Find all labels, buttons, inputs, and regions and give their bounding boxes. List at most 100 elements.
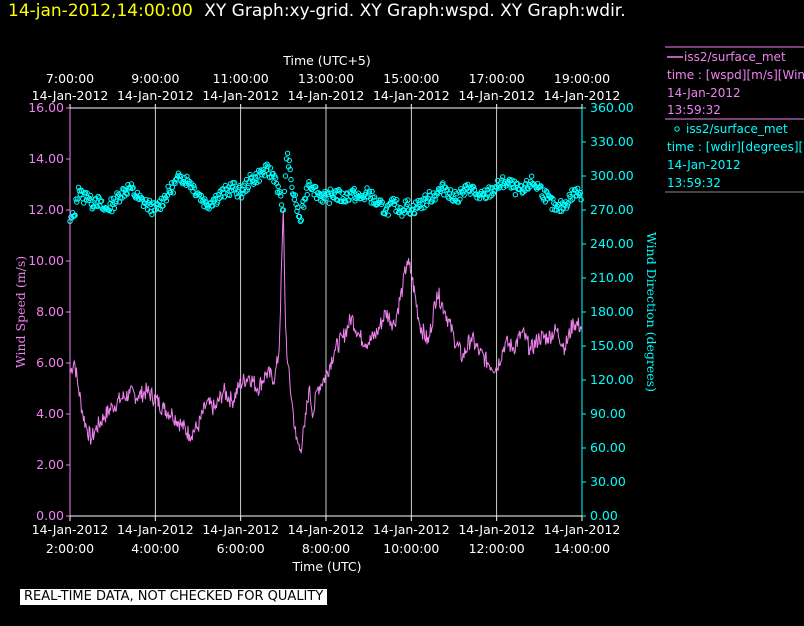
wind-direction-point (394, 197, 400, 203)
y-left-tick-label: 8.00 (36, 304, 64, 319)
wind-direction-point (168, 189, 174, 196)
wind-direction-point (542, 199, 548, 205)
wind-direction-point (91, 203, 97, 210)
wind-direction-point (291, 196, 298, 203)
y-right-tick-label: 360.00 (590, 100, 634, 115)
wind-direction-point (512, 192, 519, 198)
x-bottom-tick-date: 14-Jan-2012 (373, 522, 450, 537)
wind-direction-point (256, 178, 263, 184)
wind-direction-point (283, 156, 290, 162)
y-left-tick-label: 6.00 (36, 355, 64, 370)
x-top-tick-date: 14-Jan-2012 (544, 88, 621, 103)
y-right-tick-label: 0.00 (590, 508, 618, 523)
wind-direction-point (424, 202, 430, 208)
x-top-tick-time: 9:00:00 (131, 71, 179, 86)
wind-direction-point (313, 184, 319, 190)
wind-direction-point (110, 195, 117, 201)
wind-direction-point (441, 192, 447, 198)
wind-direction-point (106, 207, 113, 214)
wind-direction-point (288, 176, 294, 183)
wind-direction-point (335, 197, 341, 204)
wind-direction-point (163, 198, 170, 204)
wind-direction-point (280, 207, 286, 213)
legend-speed-name: iss2/surface_met (684, 50, 786, 64)
wind-direction-point (109, 208, 115, 215)
wind-direction-point (557, 208, 563, 215)
wind-direction-point (239, 187, 246, 193)
x-bottom-tick-time: 12:00:00 (469, 541, 525, 556)
wind-direction-point (499, 174, 506, 180)
legend-dir-line2: time : [wdir][degrees][W (667, 140, 804, 154)
axes: 14-Jan-2012 2:00:00 14-Jan-2012 4:00:00 14-J… (28, 71, 634, 556)
wind-direction-point (430, 197, 436, 203)
wind-direction-point (78, 187, 84, 193)
header-datetime: 14-jan-2012,14:00:00 (8, 1, 193, 21)
wind-direction-point (511, 184, 517, 191)
wind-direction-point (302, 196, 309, 202)
y-left-tick-label: 12.00 (28, 202, 64, 217)
wind-direction-point (343, 190, 350, 196)
wind-direction-point (292, 192, 298, 198)
wind-direction-point (113, 198, 119, 205)
y-right-tick-label: 300.00 (590, 168, 634, 183)
x-bottom-tick-date: 14-Jan-2012 (117, 522, 194, 537)
wind-direction-point (483, 194, 490, 201)
wind-direction-point (461, 192, 467, 198)
y-right-tick-label: 150.00 (590, 338, 634, 353)
y-left-tick-label: 16.00 (28, 100, 64, 115)
x-top-tick-time: 17:00:00 (469, 71, 525, 86)
wind-direction-point (149, 211, 155, 218)
wind-direction-point (261, 166, 267, 173)
wind-direction-point (369, 188, 375, 195)
wind-direction-point (218, 194, 224, 200)
y-left-tick-label: 4.00 (36, 406, 64, 421)
x-bottom-tick-date: 14-Jan-2012 (544, 522, 621, 537)
wind-direction-point (286, 157, 292, 164)
quality-notice: REAL-TIME DATA, NOT CHECKED FOR QUALITY (20, 589, 328, 605)
wind-direction-point (170, 190, 177, 196)
wind-direction-point (278, 202, 285, 208)
wind-speed-series (69, 209, 583, 454)
x-bottom-tick-date: 14-Jan-2012 (202, 522, 279, 537)
wind-direction-point (408, 207, 414, 213)
wind-direction-point (74, 199, 80, 205)
wind-direction-point (98, 198, 104, 205)
wind-direction-point (191, 185, 198, 191)
y-left-tick-label: 0.00 (36, 508, 64, 523)
wind-direction-point (563, 205, 570, 211)
wind-direction-point (238, 195, 245, 201)
wind-direction-point (465, 181, 471, 188)
legend-speed-line2: time : [wspd][m/s][Wind (667, 68, 804, 82)
wind-direction-point (538, 183, 544, 189)
wind-direction-point (470, 184, 477, 190)
y-right-title: Wind Direction (degrees) (644, 232, 659, 392)
y-right-tick-label: 120.00 (590, 372, 634, 387)
wind-direction-point (130, 185, 136, 191)
wind-direction-point (81, 200, 87, 206)
wind-direction-point (281, 188, 288, 195)
wind-direction-point (165, 183, 171, 190)
legend-speed-time: 13:59:32 (667, 103, 721, 117)
wind-direction-point (457, 196, 463, 202)
wind-direction-point (306, 179, 312, 185)
x-top-tick-date: 14-Jan-2012 (202, 88, 279, 103)
wind-direction-point (348, 194, 354, 200)
x-top-tick-time: 7:00:00 (46, 71, 94, 86)
wind-direction-point (399, 213, 405, 219)
x-top-tick-date: 14-Jan-2012 (373, 88, 450, 103)
wind-direction-point (552, 207, 558, 213)
wind-direction-point (284, 150, 291, 157)
x-bottom-tick-time: 6:00:00 (217, 541, 265, 556)
legend-dir-name: iss2/surface_met (686, 122, 788, 136)
wind-direction-point (226, 192, 233, 199)
wind-direction-point (297, 218, 304, 225)
wind-direction-point (385, 212, 391, 218)
x-top-tick-time: 15:00:00 (383, 71, 439, 86)
wind-direction-point (529, 173, 535, 179)
y-right-tick-label: 180.00 (590, 304, 634, 319)
header-graphs: XY Graph:xy-grid. XY Graph:wspd. XY Grap… (204, 1, 626, 21)
wind-direction-point (575, 185, 581, 192)
wind-direction-point (213, 192, 219, 199)
x-top-tick-time: 19:00:00 (554, 71, 610, 86)
y-right-tick-label: 330.00 (590, 134, 634, 149)
